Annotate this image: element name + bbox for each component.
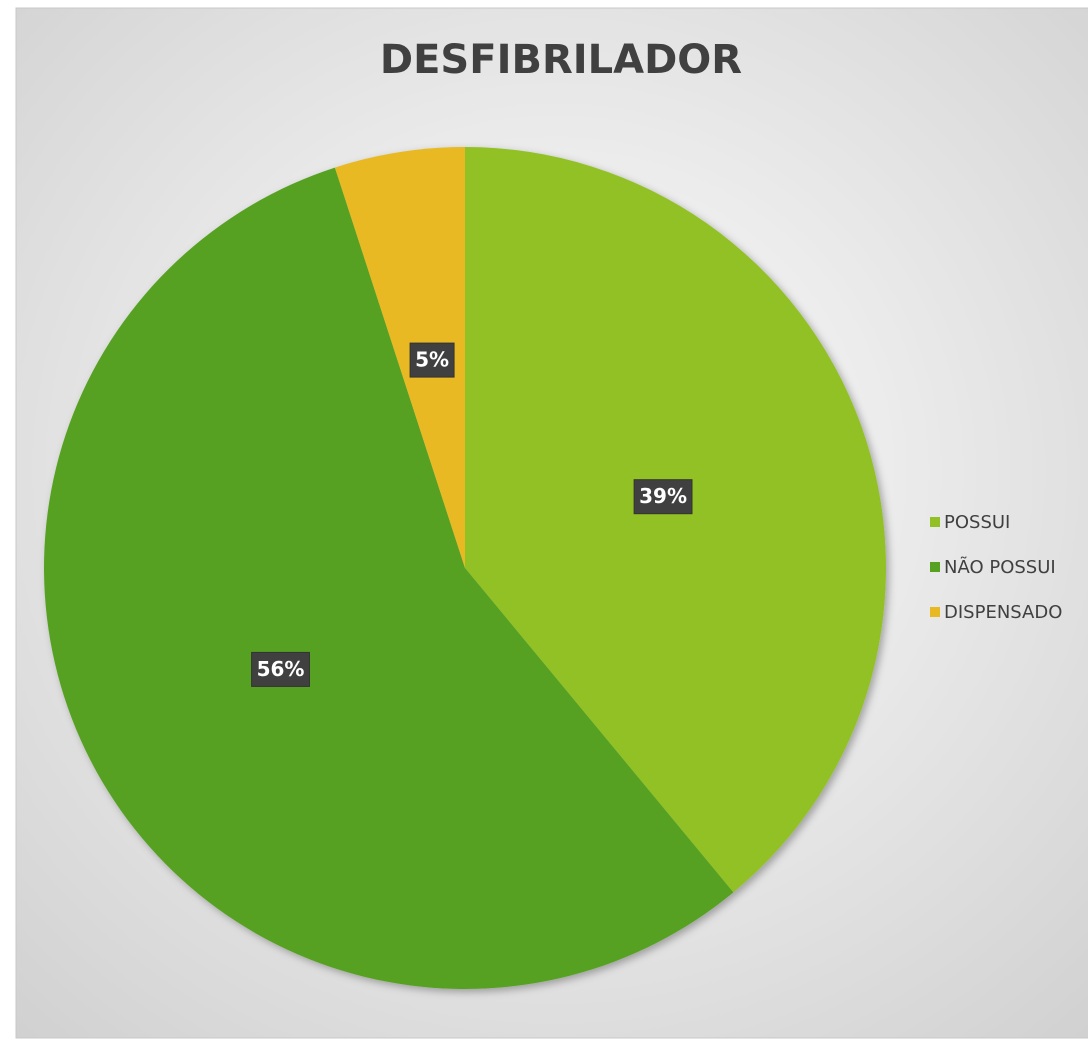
legend-swatch [930, 562, 940, 572]
data-label: 56% [257, 657, 305, 681]
data-label-box [251, 651, 310, 687]
pie-slice [43, 167, 734, 989]
pie-slice [465, 147, 887, 893]
data-label-box [633, 479, 693, 515]
legend-label: DISPENSADO [944, 602, 1062, 623]
legend-swatch [930, 607, 940, 617]
data-label-box [409, 342, 455, 378]
legend-label: POSSUI [944, 512, 1010, 533]
pie-slice [334, 147, 465, 568]
data-label: 39% [639, 484, 687, 508]
data-label: 5% [415, 348, 449, 372]
legend-swatch [930, 517, 940, 527]
legend-label: NÃO POSSUI [944, 556, 1056, 578]
pie [43, 147, 887, 989]
chart-title: DESFIBRILADOR [380, 37, 742, 83]
